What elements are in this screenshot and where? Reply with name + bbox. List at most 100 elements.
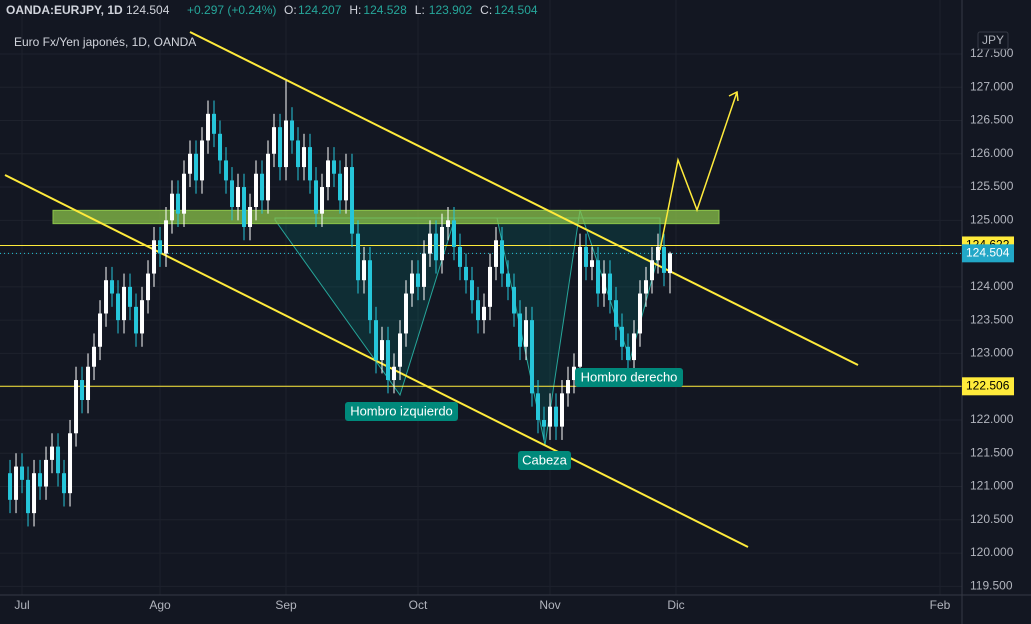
candle-body (332, 160, 337, 174)
candle-body (547, 406, 552, 427)
currency-box (977, 31, 1009, 50)
y-tick-label: 127.000 (970, 79, 1014, 93)
candle-body (242, 187, 247, 227)
level-tag (962, 377, 1014, 396)
candle-body (248, 207, 253, 227)
candle-body (254, 173, 259, 208)
candle-body (589, 260, 594, 267)
candle-body (481, 306, 486, 321)
ohlc-key: H: (349, 3, 361, 17)
x-tick-label: Oct (409, 598, 428, 612)
candle-body (374, 320, 379, 361)
candle-body (8, 473, 13, 500)
candle-body (577, 246, 582, 367)
candle-body (637, 293, 642, 334)
candle-body (74, 380, 79, 434)
candle-body (98, 313, 103, 347)
ohlc-key: L: (415, 3, 425, 17)
candle-body (511, 286, 516, 314)
candle-body (122, 286, 127, 321)
annotation: Hombro derecho (581, 369, 678, 384)
ohlc-value: 124.207 (298, 3, 342, 17)
candle-body (386, 340, 391, 381)
candle-body (553, 406, 558, 427)
trend-line (189, 31, 859, 366)
y-tick-label: 120.500 (970, 512, 1014, 526)
candle-body (505, 273, 510, 287)
x-tick-label: Nov (539, 598, 560, 612)
candle-body (619, 326, 624, 347)
candle-body (164, 220, 169, 254)
candle-body (134, 306, 139, 334)
annotation: Cabeza (522, 452, 568, 467)
y-tick-label: 125.500 (970, 179, 1014, 193)
candle-body (661, 246, 666, 273)
candle-body (356, 233, 361, 281)
candle-body (434, 233, 439, 261)
candle-body (188, 153, 193, 174)
candle-body (350, 167, 355, 234)
candle-body (194, 153, 199, 181)
candle-body (541, 419, 546, 427)
currency: JPY (982, 33, 1004, 47)
candles (8, 80, 672, 527)
candle-body (92, 346, 97, 367)
x-tick-label: Feb (930, 598, 951, 612)
candle-body (571, 366, 576, 381)
y-tick-label: 121.000 (970, 479, 1014, 493)
candle-body (440, 226, 445, 261)
candle-body (517, 313, 522, 347)
candle-body (302, 147, 307, 168)
last-price-label: 124.504 (966, 245, 1010, 259)
candle-body (14, 466, 19, 500)
candle-body (104, 280, 109, 314)
candle-body (392, 366, 397, 381)
candle-body (32, 473, 37, 514)
y-tick-label: 127.500 (970, 46, 1014, 60)
candle-body (218, 133, 223, 161)
candle-body (158, 240, 163, 254)
candle-body (368, 260, 373, 321)
candle-body (559, 393, 564, 427)
candle-body (260, 173, 265, 201)
candle-body (266, 153, 271, 201)
axis-layer: 119.500 120.000 120.500 121.000 121.500 122.0… (14, 46, 1014, 612)
candle-body (428, 233, 433, 254)
level-label: 122.506 (966, 378, 1010, 392)
x-tick-label: Jul (14, 598, 29, 612)
y-tick-label: 123.500 (970, 312, 1014, 326)
y-tick-label: 125.000 (970, 212, 1014, 226)
candle-body (404, 293, 409, 334)
ohlc-value: 124.504 (494, 3, 538, 17)
header: OANDA:EURJPY, 1D 124.504 +0.297 (+0.24%) (6, 3, 276, 17)
candle-body (595, 260, 600, 294)
ohlc-key: O: (284, 3, 297, 17)
candle-body (152, 240, 157, 274)
candle-body (649, 260, 654, 281)
y-tick-label: 120.000 (970, 545, 1014, 559)
candle-body (493, 240, 498, 267)
y-tick-label: 124.000 (970, 279, 1014, 293)
annotation-box (345, 402, 458, 421)
ohlc-value: 123.902 (429, 3, 473, 17)
candle-body (128, 286, 133, 307)
candle-body (631, 333, 636, 361)
candle-body (667, 253, 672, 274)
candle-body (655, 246, 660, 261)
candle-body (344, 167, 349, 201)
zone (52, 209, 720, 225)
candle-body (464, 266, 469, 281)
candle-body (625, 346, 630, 361)
symbol: OANDA:EURJPY, 1D (6, 3, 123, 17)
candle-body (62, 473, 67, 494)
candle-body (487, 266, 492, 307)
candle-body (20, 466, 25, 480)
candle-body (68, 433, 73, 494)
candle-body (146, 273, 151, 301)
y-tick-label: 122.000 (970, 412, 1014, 426)
candle-body (80, 380, 85, 401)
candle-body (452, 220, 457, 247)
candle-body (176, 193, 181, 214)
